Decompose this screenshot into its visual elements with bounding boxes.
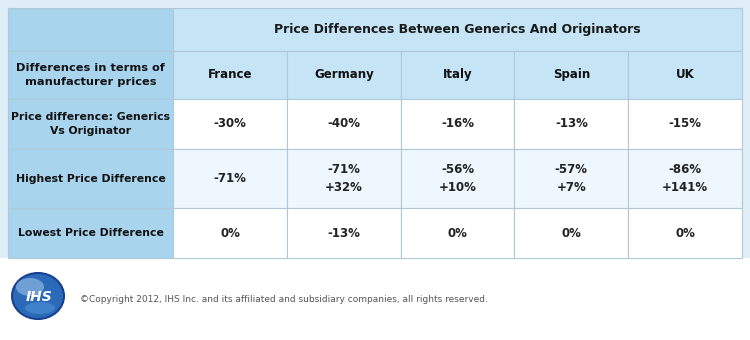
- Bar: [173, 99, 287, 149]
- Bar: [628, 208, 742, 258]
- Bar: [8, 149, 173, 208]
- Bar: [400, 99, 514, 149]
- Text: 0%: 0%: [220, 227, 240, 240]
- Text: -71%
+32%: -71% +32%: [325, 163, 363, 194]
- Bar: [400, 149, 514, 208]
- Bar: [287, 99, 400, 149]
- Text: -15%: -15%: [668, 117, 701, 131]
- Text: Germany: Germany: [314, 68, 374, 81]
- Text: -16%: -16%: [441, 117, 474, 131]
- Bar: [514, 51, 628, 99]
- Bar: [173, 149, 287, 208]
- Bar: [287, 149, 400, 208]
- Bar: [173, 51, 287, 99]
- Text: -40%: -40%: [327, 117, 360, 131]
- Bar: [287, 208, 400, 258]
- Text: UK: UK: [676, 68, 694, 81]
- Ellipse shape: [12, 273, 64, 319]
- Text: Spain: Spain: [553, 68, 590, 81]
- Ellipse shape: [25, 302, 55, 314]
- Bar: [514, 99, 628, 149]
- Text: 0%: 0%: [675, 227, 695, 240]
- Text: -13%: -13%: [327, 227, 360, 240]
- Bar: [514, 208, 628, 258]
- Text: Lowest Price Difference: Lowest Price Difference: [18, 228, 164, 238]
- Text: -86%
+141%: -86% +141%: [662, 163, 708, 194]
- Text: Price Differences Between Generics And Originators: Price Differences Between Generics And O…: [274, 23, 641, 36]
- Bar: [628, 51, 742, 99]
- Bar: [628, 99, 742, 149]
- Bar: [400, 208, 514, 258]
- Text: -71%: -71%: [214, 172, 247, 185]
- Text: ©Copyright 2012, IHS Inc. and its affiliated and subsidiary companies, all right: ©Copyright 2012, IHS Inc. and its affili…: [80, 295, 488, 305]
- Bar: [514, 149, 628, 208]
- Text: IHS: IHS: [26, 290, 53, 304]
- Text: -56%
+10%: -56% +10%: [439, 163, 476, 194]
- Bar: [0, 258, 750, 340]
- Text: France: France: [208, 68, 252, 81]
- Bar: [173, 208, 287, 258]
- Text: 0%: 0%: [562, 227, 581, 240]
- Text: -57%
+7%: -57% +7%: [555, 163, 588, 194]
- Bar: [287, 51, 400, 99]
- Text: Price difference: Generics
Vs Originator: Price difference: Generics Vs Originator: [11, 112, 170, 136]
- Bar: [8, 208, 173, 258]
- Ellipse shape: [16, 278, 44, 296]
- Text: -30%: -30%: [214, 117, 247, 131]
- Bar: [8, 99, 173, 149]
- Bar: [628, 149, 742, 208]
- Bar: [173, 8, 742, 51]
- Bar: [400, 51, 514, 99]
- Bar: [8, 8, 173, 51]
- Text: 0%: 0%: [448, 227, 467, 240]
- Text: -13%: -13%: [555, 117, 588, 131]
- Bar: [8, 51, 173, 99]
- Text: Highest Price Difference: Highest Price Difference: [16, 174, 166, 184]
- Text: Differences in terms of
manufacturer prices: Differences in terms of manufacturer pri…: [16, 63, 165, 87]
- Text: Italy: Italy: [442, 68, 472, 81]
